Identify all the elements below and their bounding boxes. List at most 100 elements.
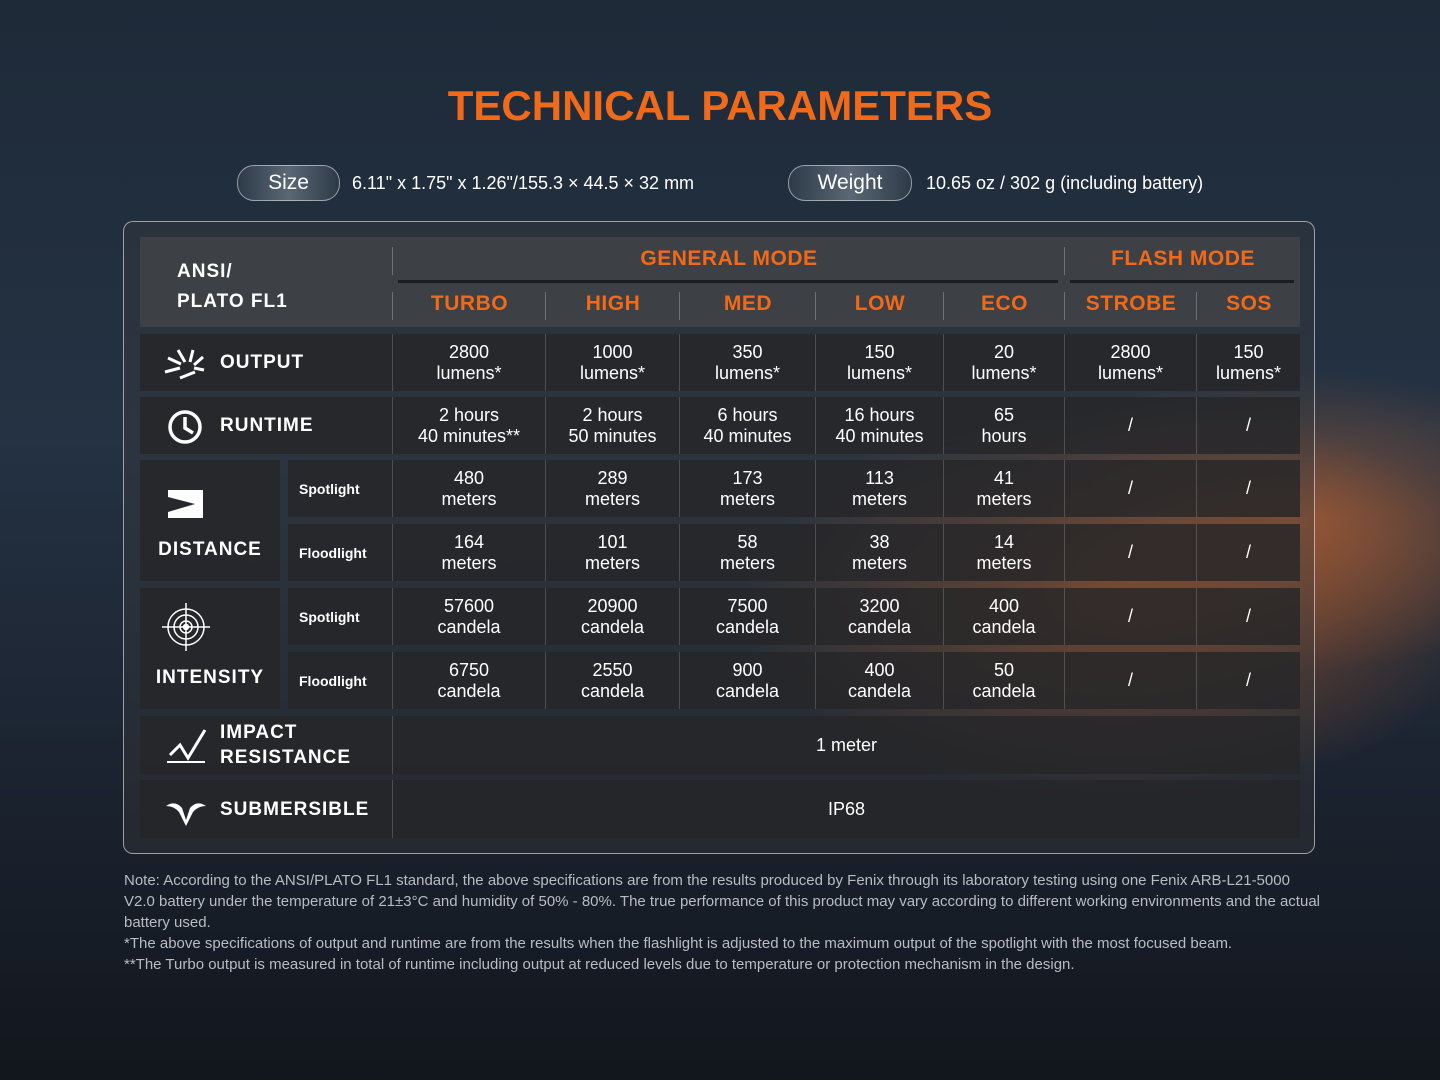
subrow-label: Floodlight [299, 672, 367, 689]
cell-line: 40 minutes** [417, 425, 521, 446]
table-cell: 2800 lumens* [1064, 334, 1196, 391]
cell-line: lumens* [714, 362, 781, 383]
cell-line: 20900 [587, 595, 638, 616]
cell-line: / [1245, 670, 1251, 690]
subrow-label: Floodlight [299, 544, 367, 561]
group-label: FLASH MODE [1064, 247, 1301, 275]
mode-label: TURBO [392, 292, 546, 320]
cell-line: 2550 [592, 659, 633, 680]
note: Note: According to the ANSI/PLATO FL1 st… [124, 872, 1320, 931]
row-label-line: OUTPUT [220, 352, 305, 373]
cell-line: 1000 [592, 341, 633, 362]
cell-line: candela [847, 616, 912, 637]
subrow-label: Spotlight [299, 608, 360, 625]
row-label: OUTPUT [220, 334, 390, 391]
table-cell: 900 candela [679, 652, 815, 709]
table-cell: / [1064, 588, 1196, 645]
table-cell: 289 meters [545, 460, 679, 517]
cell-line: lumens* [579, 362, 646, 383]
cell-line: lumens* [971, 362, 1037, 383]
row-value-text: IP68 [827, 798, 866, 819]
table-cell: 101 meters [545, 524, 679, 581]
table-cell: / [1064, 524, 1196, 581]
table-cell: 20 lumens* [943, 334, 1064, 391]
subrow-bg [288, 652, 1300, 709]
cell-line: 3200 [859, 595, 900, 616]
cell-line: / [1127, 478, 1133, 498]
row-label-line: RUNTIME [220, 415, 314, 436]
cell-line: / [1127, 670, 1133, 690]
note: *The above specifications of output and … [124, 935, 1233, 952]
cell-line: 150 [864, 341, 895, 362]
spec-label: Size [237, 165, 340, 201]
subrow-bg [288, 460, 1300, 517]
cell-line: meters [584, 552, 640, 573]
table-cell: 58 meters [679, 524, 815, 581]
mode-label: HIGH [545, 292, 680, 320]
row-label: SUBMERSIBLE [220, 780, 390, 838]
cell-line: / [1245, 606, 1251, 626]
cell-line: candela [580, 680, 645, 701]
table-cell: / [1064, 460, 1196, 517]
cell-line: hours [981, 425, 1027, 446]
cell-line: meters [976, 488, 1032, 509]
table-cell: 1000 lumens* [545, 334, 679, 391]
cell-line: 400 [864, 659, 895, 680]
notes: Note: According to the ANSI/PLATO FL1 st… [124, 870, 1320, 975]
cell-line: 6 hours [717, 404, 778, 425]
corner-label: ANSI/PLATO FL1 [177, 257, 387, 323]
subrow-label: Spotlight [299, 480, 360, 497]
table-cell: 41 meters [943, 460, 1064, 517]
table-cell: 20900 candela [545, 588, 679, 645]
cell-line: meters [851, 552, 907, 573]
cell-line: 41 [993, 467, 1015, 488]
row-label-line: SUBMERSIBLE [220, 798, 370, 820]
cell-line: meters [584, 488, 640, 509]
row-bg [140, 397, 1300, 454]
cell-line: 38 [869, 531, 890, 552]
corner-line: PLATO FL1 [177, 291, 288, 312]
cell-line: 40 minutes [835, 425, 924, 446]
mode-label: ECO [943, 292, 1065, 320]
cell-line: 50 minutes [568, 425, 657, 446]
cell-line: meters [719, 552, 775, 573]
row-label-line: RESISTANCE [220, 747, 352, 768]
cell-line: / [1245, 478, 1251, 498]
cell-line: 2800 [448, 341, 490, 362]
mode-label: STROBE [1064, 292, 1197, 320]
table-cell: 6 hours 40 minutes [679, 397, 815, 454]
mode-label: LOW [815, 292, 944, 320]
table-cell: 400 candela [815, 652, 943, 709]
table-cell: 150 lumens* [1196, 334, 1300, 391]
cell-line: 164 [453, 531, 485, 552]
cell-line: meters [976, 552, 1032, 573]
cell-line: / [1245, 542, 1251, 562]
cell-line: meters [719, 488, 775, 509]
cell-line: / [1127, 606, 1133, 626]
subrow-bg [288, 588, 1300, 645]
header-corner-bg [140, 237, 392, 327]
table-cell: 400 candela [943, 588, 1064, 645]
table-cell: 2 hours 50 minutes [545, 397, 679, 454]
cell-line: candela [847, 680, 912, 701]
mode-label: SOS [1196, 292, 1301, 320]
cell-line: candela [972, 616, 1036, 637]
spec-label: Weight [788, 165, 912, 201]
table-cell: 173 meters [679, 460, 815, 517]
row-bg [140, 334, 1300, 391]
cell-line: candela [437, 680, 501, 701]
row-bg [140, 716, 1300, 774]
cell-line: 58 [737, 531, 758, 552]
row-label-line: DISTANCE [158, 539, 262, 560]
cell-line: 150 [1233, 341, 1264, 362]
table-cell: 16 hours 40 minutes [815, 397, 943, 454]
table-cell: 2550 candela [545, 652, 679, 709]
cell-line: 20 [993, 341, 1015, 362]
table-cell: / [1196, 524, 1300, 581]
row-label: DISTANCE [140, 530, 280, 570]
row-label: IMPACT RESISTANCE [220, 716, 390, 774]
row-label: INTENSITY [140, 658, 280, 698]
subrow-bg [288, 524, 1300, 581]
corner-line: ANSI/ [177, 261, 233, 282]
